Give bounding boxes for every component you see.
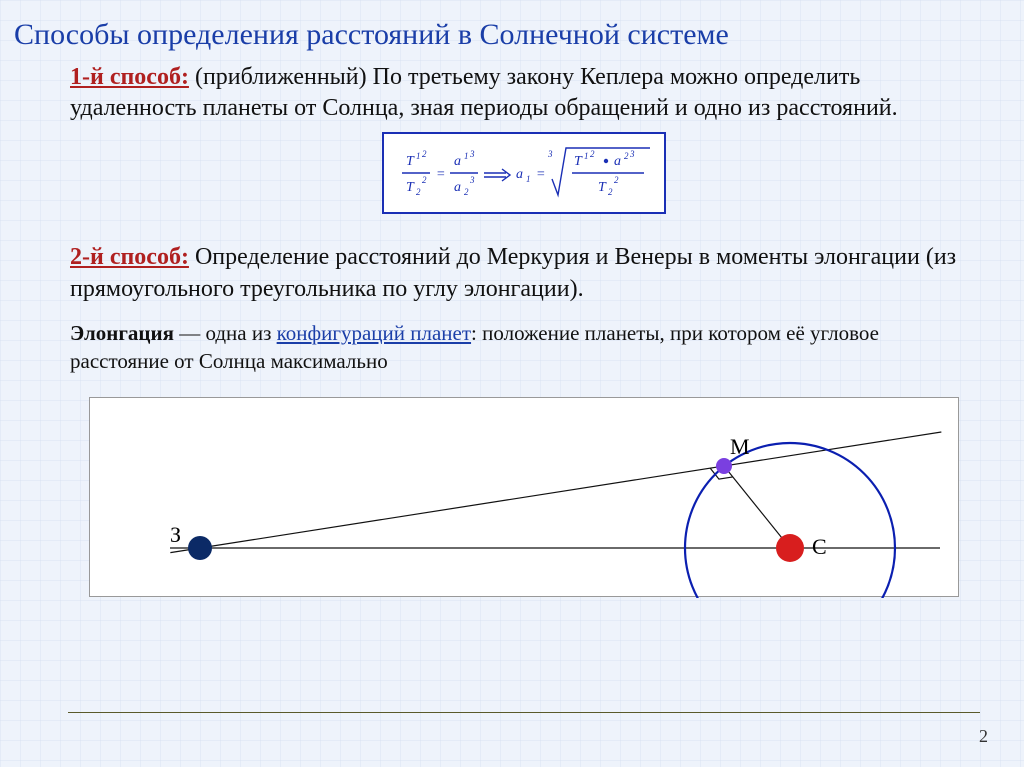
kepler-formula: T12T22=a13a23a1=3T12a23T22 bbox=[382, 132, 666, 214]
svg-text:a: a bbox=[614, 154, 621, 169]
svg-text:2: 2 bbox=[608, 187, 613, 197]
elongation-definition: Элонгация — одна из конфигураций планет:… bbox=[70, 319, 978, 376]
formula-svg: T12T22=a13a23a1=3T12a23T22 bbox=[394, 140, 654, 206]
svg-text:З: З bbox=[170, 522, 181, 547]
svg-text:T: T bbox=[406, 180, 415, 195]
method1-label: 1-й способ: bbox=[70, 64, 189, 90]
svg-text:1: 1 bbox=[416, 151, 421, 161]
svg-text:T: T bbox=[406, 154, 415, 169]
definition-term: Элонгация bbox=[70, 321, 174, 345]
config-link[interactable]: конфигураций планет bbox=[277, 321, 471, 345]
svg-text:С: С bbox=[812, 534, 827, 559]
svg-text:2: 2 bbox=[416, 187, 421, 197]
svg-text:2: 2 bbox=[422, 175, 427, 185]
method1-paragraph: 1-й способ: (приближенный) По третьему з… bbox=[70, 62, 978, 124]
svg-text:3: 3 bbox=[547, 149, 553, 159]
page-title: Способы определения расстояний в Солнечн… bbox=[14, 18, 1010, 52]
formula-container: T12T22=a13a23a1=3T12a23T22 bbox=[70, 132, 978, 214]
svg-text:=: = bbox=[436, 167, 445, 182]
svg-text:2: 2 bbox=[464, 187, 469, 197]
diagram-svg: З С М bbox=[90, 398, 960, 598]
svg-text:a: a bbox=[454, 180, 461, 195]
svg-text:3: 3 bbox=[469, 149, 475, 159]
svg-text:2: 2 bbox=[422, 149, 427, 159]
svg-text:a: a bbox=[454, 154, 461, 169]
svg-text:=: = bbox=[536, 167, 545, 182]
svg-text:T: T bbox=[574, 154, 583, 169]
method2-label: 2-й способ: bbox=[70, 244, 189, 270]
elongation-diagram: З С М bbox=[89, 397, 959, 597]
svg-text:1: 1 bbox=[584, 151, 589, 161]
svg-text:3: 3 bbox=[629, 149, 635, 159]
definition-dash: — одна из bbox=[174, 321, 277, 345]
footer-rule bbox=[68, 712, 980, 713]
svg-text:1: 1 bbox=[526, 174, 531, 184]
svg-text:2: 2 bbox=[614, 175, 619, 185]
method1-text: (приближенный) По третьему закону Кеплер… bbox=[70, 64, 898, 121]
svg-text:1: 1 bbox=[464, 151, 469, 161]
diagram-container: З С М bbox=[70, 397, 978, 597]
svg-text:2: 2 bbox=[590, 149, 595, 159]
svg-text:2: 2 bbox=[624, 151, 629, 161]
svg-text:T: T bbox=[598, 180, 607, 195]
page-number: 2 bbox=[979, 726, 988, 747]
svg-text:3: 3 bbox=[469, 175, 475, 185]
content-area: 1-й способ: (приближенный) По третьему з… bbox=[14, 62, 1010, 597]
svg-text:a: a bbox=[516, 167, 523, 182]
method2-paragraph: 2-й способ: Определение расстояний до Ме… bbox=[70, 242, 978, 304]
svg-text:М: М bbox=[730, 434, 750, 459]
method2-text: Определение расстояний до Меркурия и Вен… bbox=[70, 244, 956, 301]
